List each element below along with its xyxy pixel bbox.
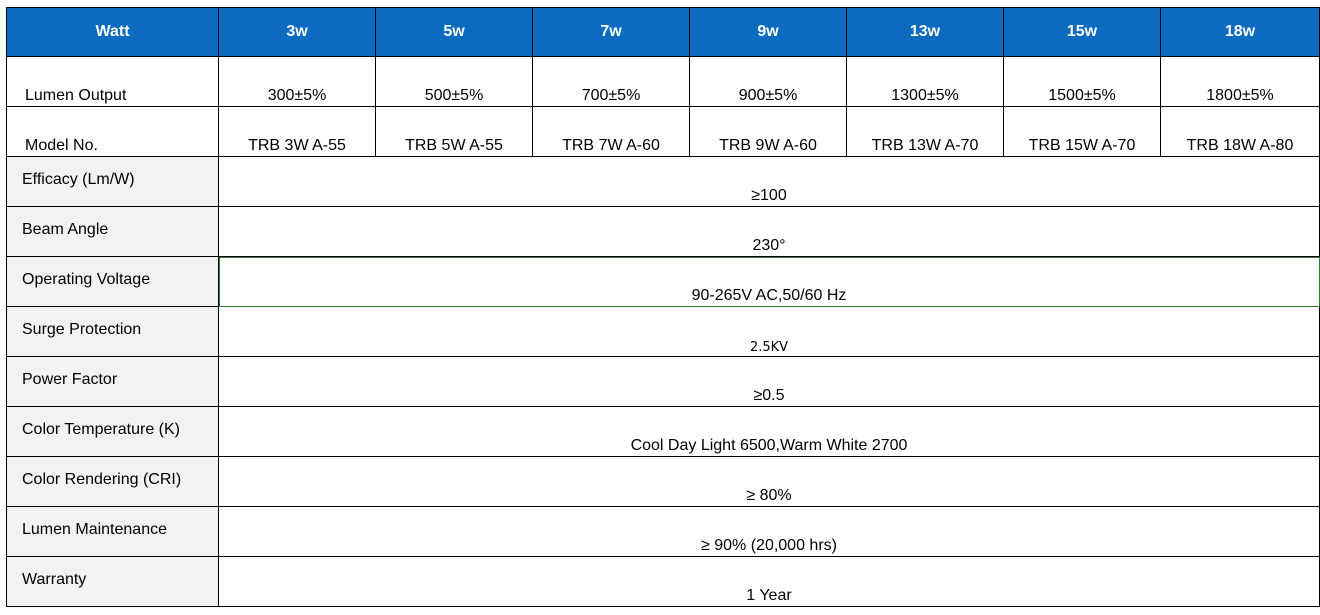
row-label-text: Color Rendering (CRI) (22, 471, 182, 488)
cell-text: 500±5% (424, 87, 484, 104)
cell-text: 1300±5% (891, 87, 959, 104)
spec-row: Power Factor ≥0.5 (6, 356, 1320, 407)
row-label: Lumen Maintenance (6, 506, 219, 557)
merged-value-cell: ≥ 90% (20,000 hrs) (218, 506, 1320, 557)
merged-value-cell: 230° (218, 206, 1320, 257)
table-cell: TRB 13W A-70 (846, 106, 1004, 157)
cell-text: 2.5KV (749, 340, 789, 355)
row-label-text: Warranty (22, 571, 87, 588)
header-col: 5w (375, 7, 533, 57)
row-label-text: Model No. (25, 137, 98, 154)
cell-text: 900±5% (738, 87, 798, 104)
header-col: 18w (1160, 7, 1320, 57)
table-cell: 1800±5% (1160, 56, 1320, 107)
header-col: 9w (689, 7, 847, 57)
cell-text: TRB 7W A-60 (562, 137, 660, 154)
merged-value-cell: Cool Day Light 6500,Warm White 2700 (218, 406, 1320, 457)
row-label: Color Temperature (K) (6, 406, 219, 457)
table-cell: TRB 15W A-70 (1003, 106, 1161, 157)
table-cell: TRB 3W A-55 (218, 106, 376, 157)
spec-row: Operating Voltage 90-265V AC,50/60 Hz (6, 256, 1320, 307)
row-label-text: Color Temperature (K) (22, 421, 180, 438)
row-label: Operating Voltage (6, 256, 219, 307)
cell-text: TRB 15W A-70 (1028, 137, 1136, 154)
header-col: 7w (532, 7, 690, 57)
merged-value-cell: ≥100 (218, 156, 1320, 207)
header-col: 15w (1003, 7, 1161, 57)
row-label: Surge Protection (6, 306, 219, 357)
cell-text: ≥100 (751, 187, 787, 204)
table-cell: 500±5% (375, 56, 533, 107)
cell-text: TRB 5W A-55 (405, 137, 503, 154)
cell-text: ≥ 80% (746, 487, 792, 504)
header-row: Watt 3w 5w 7w 9w 13w 15w 18w (6, 7, 1320, 57)
spec-row: Color Temperature (K) Cool Day Light 650… (6, 406, 1320, 457)
model-row: Model No. TRB 3W A-55 TRB 5W A-55 TRB 7W… (6, 106, 1320, 157)
header-col: 13w (846, 7, 1004, 57)
cell-text: 90-265V AC,50/60 Hz (691, 287, 847, 304)
row-label-text: Efficacy (Lm/W) (22, 171, 135, 188)
header-col: 3w (218, 7, 376, 57)
row-label: Model No. (6, 106, 219, 157)
table-cell: 1300±5% (846, 56, 1004, 107)
table-cell: 1500±5% (1003, 56, 1161, 107)
row-label-text: Beam Angle (22, 221, 109, 238)
cell-text: TRB 3W A-55 (248, 137, 346, 154)
merged-value-cell: 1 Year (218, 556, 1320, 607)
row-label: Color Rendering (CRI) (6, 456, 219, 507)
row-label: Beam Angle (6, 206, 219, 257)
cell-text: TRB 13W A-70 (871, 137, 979, 154)
spec-table: Watt 3w 5w 7w 9w 13w 15w 18w Lumen Outpu… (6, 7, 1320, 607)
cell-text: 1 Year (746, 587, 792, 604)
cell-text: 1800±5% (1206, 87, 1274, 104)
table-cell: 300±5% (218, 56, 376, 107)
lumen-row: Lumen Output 300±5% 500±5% 700±5% 900±5%… (6, 56, 1320, 107)
header-watt: Watt (6, 7, 219, 57)
table-cell: TRB 7W A-60 (532, 106, 690, 157)
row-label: Warranty (6, 556, 219, 607)
cell-text: 230° (752, 237, 786, 254)
spec-row: Efficacy (Lm/W) ≥100 (6, 156, 1320, 207)
table-cell: 700±5% (532, 56, 690, 107)
table-cell: TRB 5W A-55 (375, 106, 533, 157)
spec-row: Warranty 1 Year (6, 556, 1320, 607)
merged-value-cell-selected[interactable]: 90-265V AC,50/60 Hz (218, 256, 1320, 307)
spec-row: Lumen Maintenance ≥ 90% (20,000 hrs) (6, 506, 1320, 557)
merged-value-cell: ≥ 80% (218, 456, 1320, 507)
cell-text: Cool Day Light 6500,Warm White 2700 (630, 437, 908, 454)
row-label-text: Operating Voltage (22, 271, 151, 288)
cell-text: TRB 18W A-80 (1186, 137, 1294, 154)
spec-row: Beam Angle 230° (6, 206, 1320, 257)
merged-value-cell: 2.5KV (218, 306, 1320, 357)
merged-value-cell: ≥0.5 (218, 356, 1320, 407)
row-label: Efficacy (Lm/W) (6, 156, 219, 207)
cell-text: 1500±5% (1048, 87, 1116, 104)
spec-row: Surge Protection 2.5KV (6, 306, 1320, 357)
spec-row: Color Rendering (CRI) ≥ 80% (6, 456, 1320, 507)
table-cell: TRB 9W A-60 (689, 106, 847, 157)
table-cell: TRB 18W A-80 (1160, 106, 1320, 157)
cell-text: TRB 9W A-60 (719, 137, 817, 154)
row-label-text: Power Factor (22, 371, 118, 388)
cell-text: 700±5% (581, 87, 641, 104)
row-label-text: Surge Protection (22, 321, 142, 338)
row-label-text: Lumen Output (25, 87, 127, 104)
row-label-text: Lumen Maintenance (22, 521, 167, 538)
cell-text: ≥0.5 (753, 387, 785, 404)
row-label: Power Factor (6, 356, 219, 407)
cell-text: 300±5% (267, 87, 327, 104)
table-cell: 900±5% (689, 56, 847, 107)
row-label: Lumen Output (6, 56, 219, 107)
cell-text: ≥ 90% (20,000 hrs) (701, 537, 837, 554)
